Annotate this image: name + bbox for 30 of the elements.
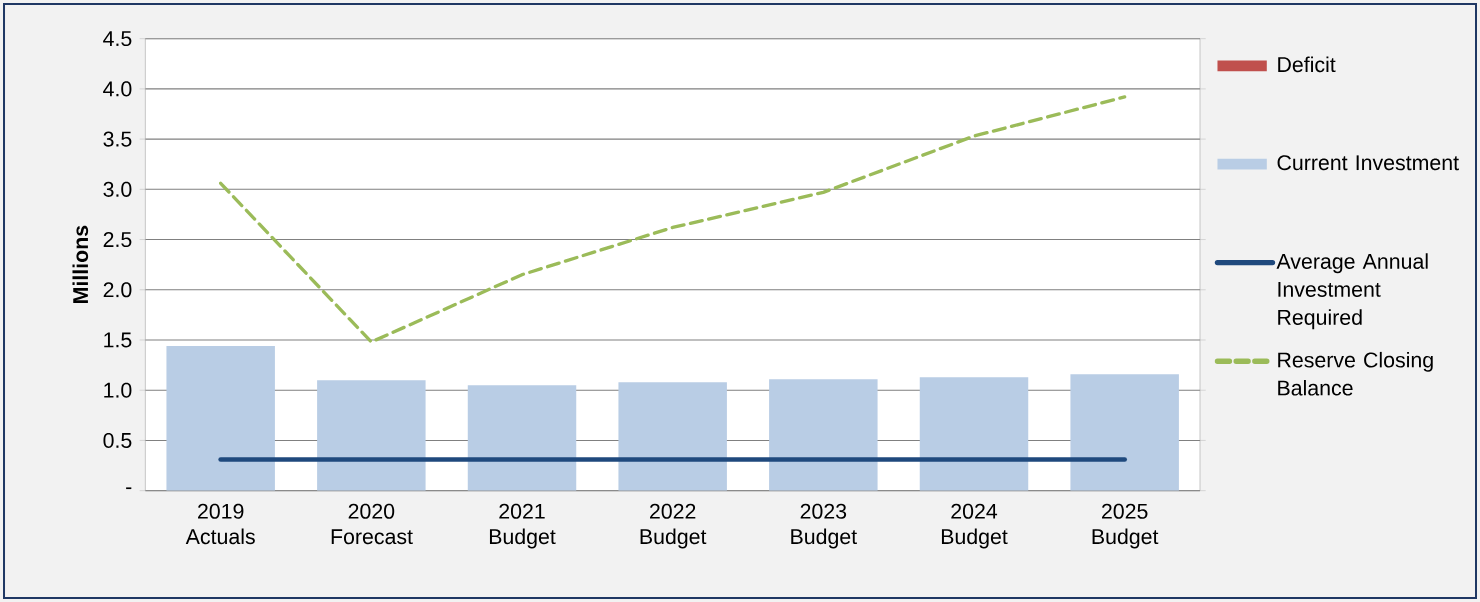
bar [618, 382, 727, 491]
line-series [219, 95, 1127, 344]
y-tick-label: 1.5 [104, 332, 132, 348]
x-tick-label: 2021 Budget [489, 503, 556, 549]
x-tick-label: 2024 Budget [941, 503, 1008, 549]
y-tick-label: 2.5 [103, 232, 132, 248]
bar [1070, 374, 1179, 491]
x-tick-label: 2022 Budget [640, 503, 707, 549]
x-tick-label: 2020 Forecast [331, 503, 413, 545]
x-tick-label: 2023 Budget [791, 503, 857, 549]
bar [317, 380, 426, 491]
y-tick-label: 3.5 [103, 131, 132, 147]
bar [769, 379, 878, 491]
y-tick-label: 1.0 [104, 382, 132, 398]
legend-label: Current Investment [1277, 155, 1459, 171]
bar [919, 377, 1029, 491]
y-tick-label: 4.5 [103, 31, 132, 47]
y-axis-title: Millions [72, 225, 89, 303]
legend-label: Average Annual Investment Required [1276, 253, 1428, 330]
y-tick-label: - [126, 487, 132, 490]
y-tick-label: 0.5 [103, 432, 132, 448]
bar [467, 385, 577, 491]
y-tick-label: 4.0 [103, 81, 132, 97]
x-tick-label: 2025 Budget [1092, 503, 1159, 549]
y-tick-label: 3.0 [103, 181, 132, 197]
bar [166, 346, 275, 491]
legend-label: Deficit [1278, 56, 1336, 73]
x-tick-label: 2019 Actuals [185, 503, 255, 545]
legend-label: Reserve Closing Balance [1278, 351, 1433, 396]
y-tick-label: 2.0 [103, 282, 132, 298]
